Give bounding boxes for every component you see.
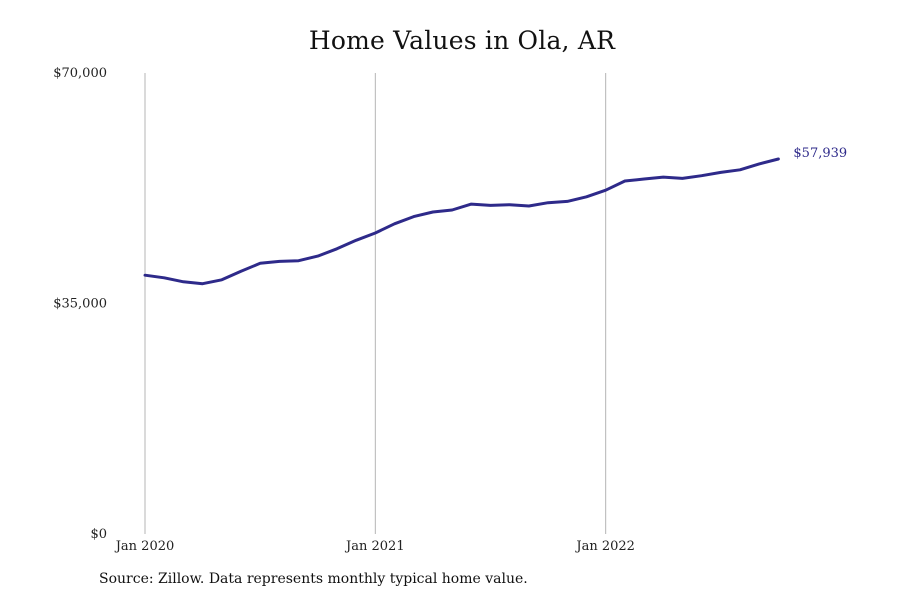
y-tick-label: $0 (90, 527, 107, 542)
end-value-label: $57,939 (793, 146, 847, 161)
series-layer: $57,939 (143, 146, 847, 286)
series-line (143, 157, 780, 286)
y-axis-ticks: $0 $35,000 $70,000 (53, 66, 107, 542)
x-tick-label: Jan 2022 (574, 539, 635, 554)
x-tick-label: Jan 2021 (344, 539, 405, 554)
source-note: Source: Zillow. Data represents monthly … (99, 571, 528, 587)
gridlines (144, 73, 607, 534)
y-tick-label: $35,000 (53, 297, 107, 312)
chart-title: Home Values in Ola, AR (308, 26, 616, 55)
y-tick-label: $70,000 (53, 66, 107, 81)
x-tick-label: Jan 2020 (114, 539, 175, 554)
x-axis-ticks: Jan 2020 Jan 2021 Jan 2022 (114, 539, 635, 554)
